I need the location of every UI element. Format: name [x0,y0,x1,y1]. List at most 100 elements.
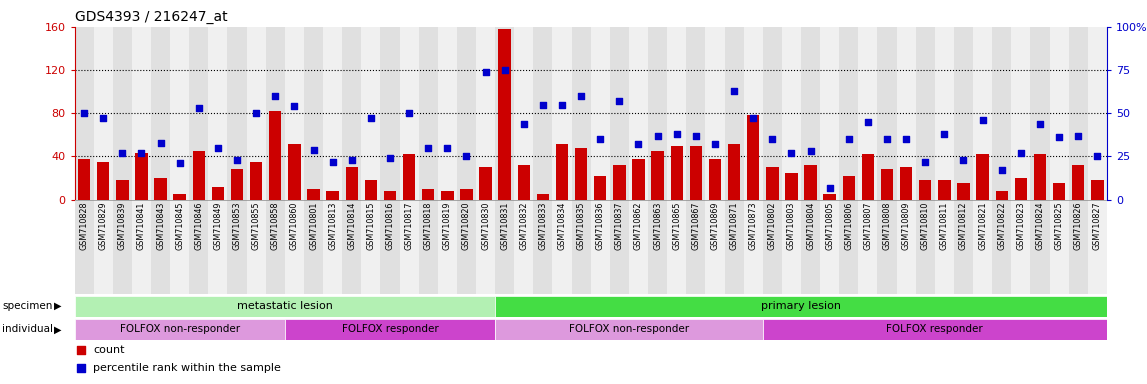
Bar [307,189,320,200]
Bar [170,200,189,294]
Bar [284,27,304,200]
Bar [973,200,992,294]
Point [515,121,533,127]
Bar [632,159,645,200]
Bar [78,159,91,200]
Point [992,167,1011,174]
Bar [743,200,763,294]
Point [572,93,591,99]
Bar [915,200,935,294]
Point [1012,150,1030,156]
Bar [858,200,877,294]
Bar [419,27,438,200]
Bar [610,200,629,294]
Text: GSM710862: GSM710862 [634,202,643,250]
Text: individual: individual [2,324,53,334]
Text: FOLFOX non-responder: FOLFOX non-responder [119,324,240,334]
Bar [1087,200,1107,294]
Bar [553,27,571,200]
Bar [591,27,610,200]
Text: GSM710832: GSM710832 [520,202,529,250]
Text: GSM710841: GSM710841 [136,202,146,250]
Bar [782,27,801,200]
Bar [112,200,132,294]
Point [496,67,514,73]
Bar [992,27,1012,200]
Point [1089,154,1107,160]
Bar [954,27,973,200]
Bar [284,200,304,294]
Point [1069,133,1087,139]
Bar [861,154,874,200]
Bar [858,27,877,200]
Text: GSM710836: GSM710836 [595,202,604,250]
Bar [266,27,284,200]
Point [648,133,666,139]
Point [744,115,763,121]
Bar [1050,27,1069,200]
Point [630,141,648,147]
Bar [381,27,399,200]
Bar [361,27,381,200]
Text: GSM710834: GSM710834 [557,202,567,250]
Bar [442,191,453,200]
Text: GSM710831: GSM710831 [500,202,509,250]
Bar [915,27,935,200]
Bar [496,27,514,200]
Text: percentile rank within the sample: percentile rank within the sample [93,362,281,373]
Bar [935,27,954,200]
Bar [151,200,170,294]
Text: GSM710814: GSM710814 [348,202,357,250]
Text: GSM710808: GSM710808 [882,202,891,250]
Bar [304,200,323,294]
Text: GSM710801: GSM710801 [309,202,318,250]
Point [840,136,858,142]
Text: GSM710819: GSM710819 [443,202,452,250]
Bar [689,146,702,200]
Bar [840,27,858,200]
Bar [782,200,801,294]
Text: ▶: ▶ [54,324,62,334]
Bar [1069,200,1087,294]
Point [438,145,457,151]
Text: GSM710860: GSM710860 [290,202,299,250]
Text: GSM710828: GSM710828 [79,202,88,250]
Point [132,150,150,156]
Bar [189,27,209,200]
Bar [116,180,128,200]
Point [935,131,953,137]
Bar [247,27,266,200]
Bar [958,184,969,200]
Point [304,146,322,152]
Point [75,110,93,116]
Bar [843,176,855,200]
Text: GSM710807: GSM710807 [864,202,873,250]
Bar [1012,27,1030,200]
Bar [514,200,533,294]
Bar [1012,200,1030,294]
Bar [399,200,419,294]
Point [705,141,724,147]
Bar [476,27,496,200]
Bar [476,200,496,294]
Text: GSM710803: GSM710803 [787,202,796,250]
Text: GSM710817: GSM710817 [405,202,414,250]
Text: metastatic lesion: metastatic lesion [237,301,333,311]
Bar [327,191,338,200]
Text: GSM710826: GSM710826 [1074,202,1083,250]
Text: GSM710813: GSM710813 [328,202,337,250]
Bar [422,189,435,200]
Bar [591,200,610,294]
Point [553,101,571,108]
Bar [155,178,166,200]
Text: GSM710818: GSM710818 [423,202,432,250]
Bar [686,200,705,294]
Text: GSM710858: GSM710858 [271,202,280,250]
Point [381,155,399,161]
Bar [250,162,263,200]
Bar [686,27,705,200]
Bar [671,146,682,200]
Bar [824,194,836,200]
Bar [897,27,915,200]
Bar [209,27,227,200]
